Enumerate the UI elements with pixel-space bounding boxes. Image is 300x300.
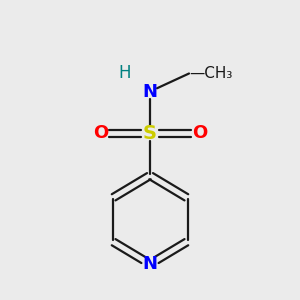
Text: N: N [142, 255, 158, 273]
Text: —CH₃: —CH₃ [189, 66, 232, 81]
Text: S: S [143, 124, 157, 143]
Text: H: H [118, 64, 131, 82]
Text: N: N [142, 82, 158, 100]
Text: O: O [192, 124, 207, 142]
Text: O: O [93, 124, 108, 142]
